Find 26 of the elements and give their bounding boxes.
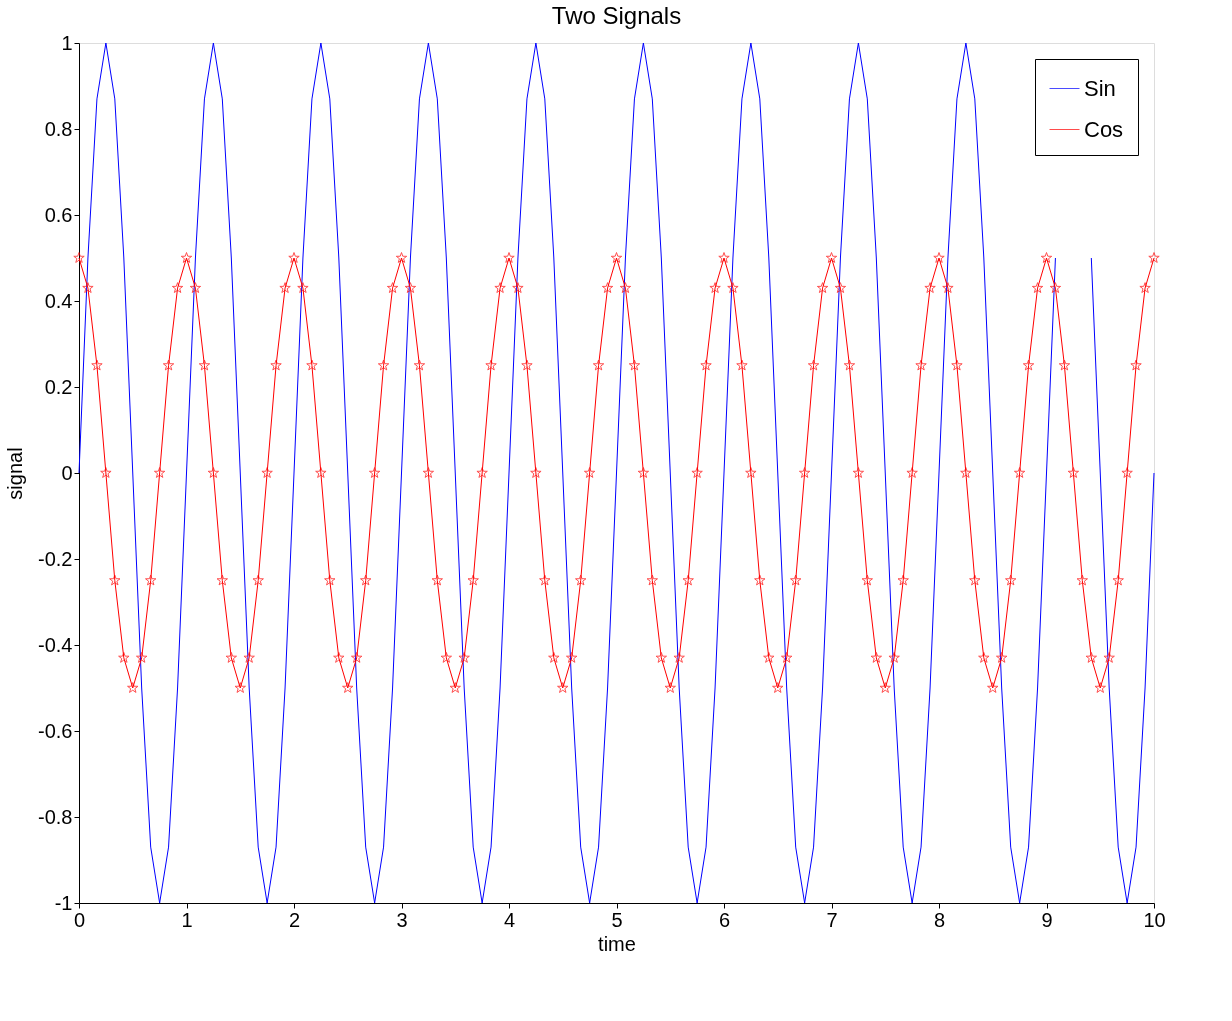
y-tick-label: -0.8 — [38, 805, 73, 828]
y-tick-label: -0.2 — [38, 547, 73, 570]
y-tick-label: 0.2 — [44, 375, 73, 398]
legend-label: Sin — [1084, 75, 1116, 101]
x-tick-label: 10 — [1143, 908, 1166, 931]
x-tick-label: 2 — [288, 908, 301, 931]
y-tick-label: 0 — [61, 461, 73, 484]
y-tick-label: -1 — [54, 891, 73, 914]
y-axis-title: signal — [4, 447, 27, 500]
x-axis-title: time — [598, 932, 636, 955]
x-tick-label: 9 — [1041, 908, 1053, 931]
y-tick-label: 1 — [61, 31, 73, 54]
legend-label: Cos — [1084, 116, 1124, 142]
x-tick-label: 4 — [503, 908, 516, 931]
x-tick-label: 1 — [181, 908, 193, 931]
x-tick-label: 3 — [396, 908, 408, 931]
x-tick-label: 5 — [611, 908, 623, 931]
chart-title: Two Signals — [551, 2, 682, 29]
x-tick-label: 8 — [933, 908, 946, 931]
x-tick-label: 6 — [718, 908, 731, 931]
y-tick-label: -0.4 — [38, 633, 73, 656]
y-tick-label: -0.6 — [38, 719, 73, 742]
y-tick-label: 0.6 — [44, 203, 73, 226]
y-tick-label: 0.4 — [44, 289, 73, 312]
x-tick-label: 7 — [826, 908, 838, 931]
y-tick-label: 0.8 — [44, 117, 73, 140]
